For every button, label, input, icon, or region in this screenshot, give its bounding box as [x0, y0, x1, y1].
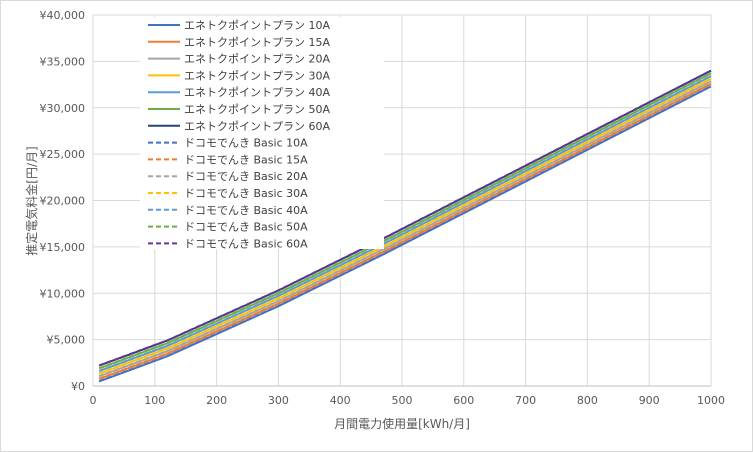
legend-label: エネトクポイントプラン 40A	[184, 86, 330, 99]
y-tick-label: ¥15,000	[40, 241, 86, 254]
series-line	[98, 72, 712, 370]
x-tick-label: 400	[330, 394, 351, 407]
x-tick-label: 800	[577, 394, 598, 407]
x-tick-label: 1000	[697, 394, 725, 407]
legend-label: エネトクポイントプラン 60A	[184, 120, 330, 133]
legend-label: エネトクポイントプラン 15A	[184, 36, 330, 49]
legend-label: ドコモでんき Basic 40A	[184, 204, 308, 217]
series-line	[98, 82, 712, 380]
legend-label: ドコモでんき Basic 10A	[184, 137, 308, 150]
y-axis-label: 推定電気料金[円/月]	[24, 146, 39, 255]
y-tick-label: ¥30,000	[40, 102, 86, 115]
series-line	[98, 69, 712, 367]
legend-label: エネトクポイントプラン 20A	[184, 53, 330, 66]
x-tick-label: 600	[453, 394, 474, 407]
x-tick-label: 900	[639, 394, 660, 407]
x-tick-label: 100	[144, 394, 165, 407]
legend-label: エネトクポイントプラン 10A	[184, 19, 330, 32]
legend: エネトクポイントプラン 10A エネトクポイントプラン 15A エネトクポイントプラ…	[140, 17, 384, 250]
legend-label: エネトクポイントプラン 30A	[184, 69, 330, 82]
y-tick-label: ¥10,000	[40, 287, 86, 300]
x-tick-label: 0	[90, 394, 97, 407]
legend-label: ドコモでんき Basic 60A	[184, 237, 308, 250]
series-line	[98, 85, 712, 383]
series-line	[98, 80, 712, 378]
legend-label: ドコモでんき Basic 50A	[184, 221, 308, 234]
legend-label: ドコモでんき Basic 15A	[184, 153, 308, 166]
series-lines	[98, 69, 712, 383]
y-axis-ticks: ¥0 ¥5,000 ¥10,000 ¥15,000 ¥20,000 ¥25,000 ¥30,…	[40, 9, 86, 393]
y-tick-label: ¥20,000	[40, 195, 86, 208]
x-tick-label: 500	[392, 394, 413, 407]
series-line	[98, 77, 712, 375]
x-axis-label: 月間電力使用量[kWh/月]	[334, 416, 470, 431]
x-tick-label: 700	[515, 394, 536, 407]
x-axis-ticks: 0 100 200 300 400 500 600 700 800 900 1000	[90, 394, 726, 407]
series-line	[98, 75, 712, 372]
y-tick-label: ¥25,000	[40, 148, 86, 161]
x-tick-label: 200	[206, 394, 227, 407]
legend-label: ドコモでんき Basic 30A	[184, 187, 308, 200]
y-tick-label: ¥0	[71, 380, 85, 393]
y-tick-label: ¥5,000	[47, 334, 86, 347]
legend-label: ドコモでんき Basic 20A	[184, 170, 308, 183]
legend-background	[140, 17, 384, 249]
x-tick-label: 300	[268, 394, 289, 407]
legend-label: エネトクポイントプラン 50A	[184, 103, 330, 116]
y-tick-label: ¥40,000	[40, 9, 86, 22]
y-tick-label: ¥35,000	[40, 55, 86, 68]
